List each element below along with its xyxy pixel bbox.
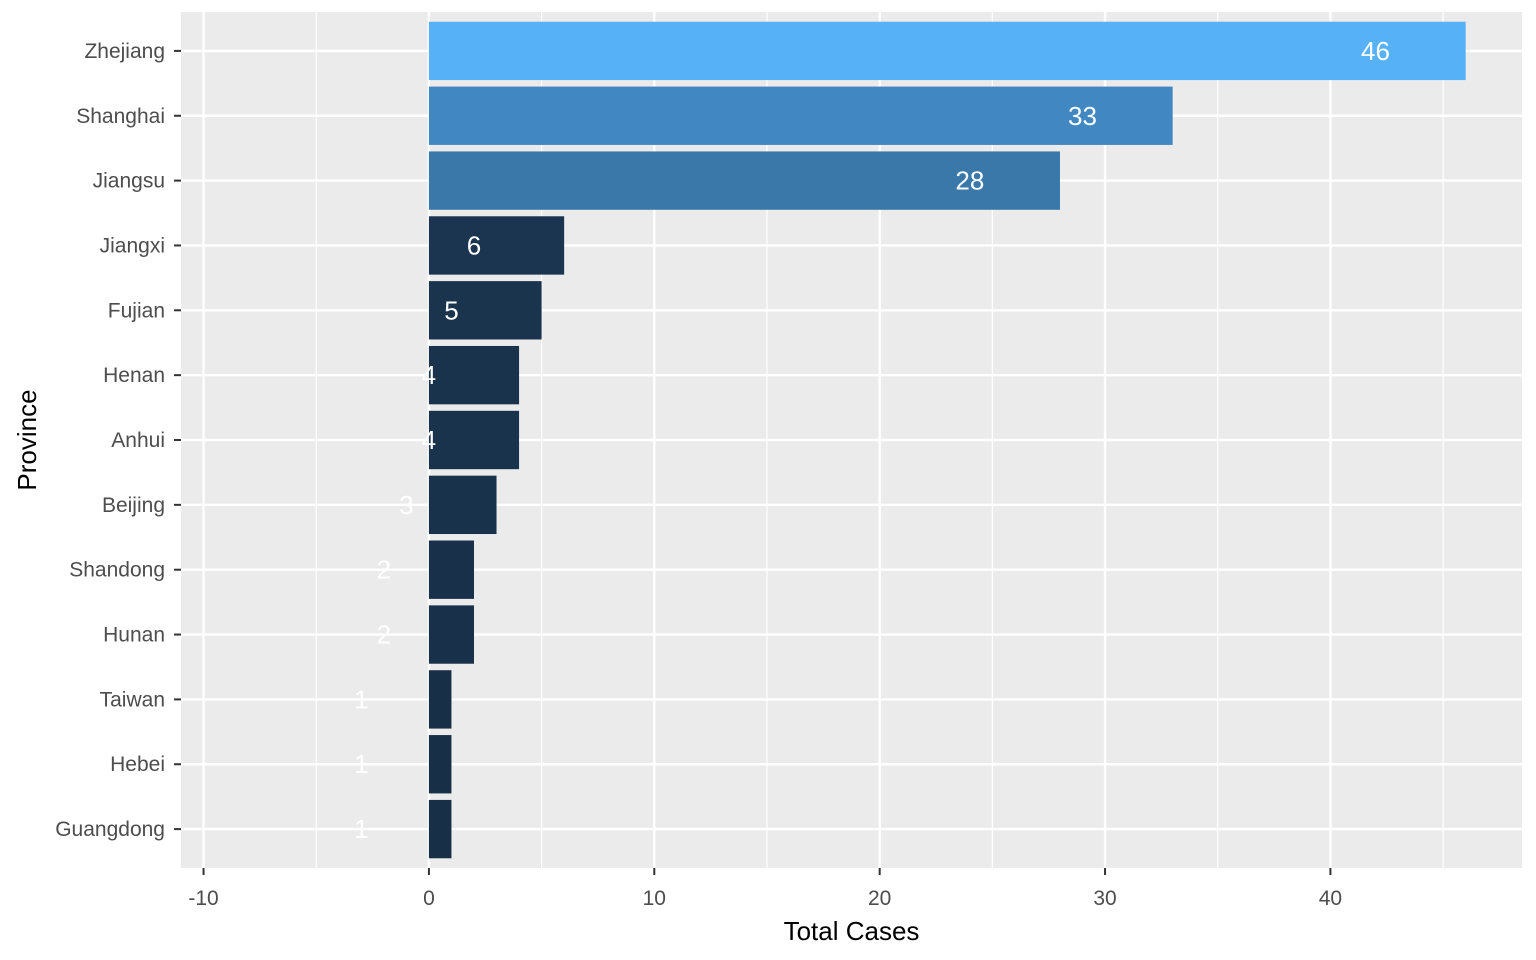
bar-hunan — [428, 605, 474, 664]
y-tick-label: Zhejiang — [84, 40, 165, 63]
x-tick-label: 10 — [643, 887, 666, 910]
x-tick-label: 30 — [1093, 887, 1116, 910]
bar-value-labels: 46 33 28 6 5 4 4 3 2 2 1 1 1 — [354, 36, 1390, 844]
y-tick-label: Hunan — [103, 624, 165, 647]
y-tick-label: Jiangsu — [93, 170, 165, 193]
bar-shanghai — [428, 86, 1173, 145]
bar-value-label: 4 — [422, 360, 436, 390]
y-tick-label: Hebei — [110, 753, 165, 776]
bar-shandong — [428, 540, 474, 599]
bar-zhejiang — [428, 21, 1466, 81]
bar-henan — [428, 345, 520, 405]
bar-value-label: 6 — [467, 230, 481, 260]
bar-anhui — [428, 410, 520, 470]
x-tick-label: 0 — [423, 887, 435, 910]
y-tick-label: Anhui — [111, 429, 165, 452]
y-axis: Zhejiang Shanghai Jiangsu Jiangxi Fujian Hena… — [55, 40, 181, 841]
y-axis-title: Province — [12, 389, 42, 490]
y-tick-label: Henan — [103, 364, 165, 387]
bar-value-label: 28 — [955, 166, 984, 196]
bar-hebei — [428, 735, 452, 794]
bar-value-label: 2 — [377, 555, 391, 585]
bar-value-label: 4 — [422, 425, 436, 455]
x-axis: -10 0 10 20 30 40 — [188, 868, 1342, 910]
y-tick-label: Jiangxi — [100, 234, 165, 257]
x-tick-label: -10 — [188, 887, 218, 910]
bar-beijing — [428, 475, 497, 535]
x-tick-label: 20 — [868, 887, 891, 910]
y-tick-label: Taiwan — [100, 688, 165, 711]
bar-fujian — [428, 281, 542, 340]
y-tick-label: Shanghai — [76, 105, 165, 128]
y-tick-label: Fujian — [108, 299, 165, 322]
bar-value-label: 1 — [354, 684, 368, 714]
bar-value-label: 5 — [444, 295, 458, 325]
x-tick-label: 40 — [1319, 887, 1342, 910]
y-tick-label: Shandong — [69, 559, 165, 582]
bar-jiangxi — [428, 216, 565, 275]
bar-value-label: 1 — [354, 749, 368, 779]
bar-taiwan — [428, 670, 452, 729]
y-tick-label: Beijing — [102, 494, 165, 517]
x-axis-title: Total Cases — [784, 916, 920, 946]
bar-value-label: 2 — [377, 620, 391, 650]
bar-value-label: 3 — [399, 490, 413, 520]
bar-value-label: 33 — [1068, 101, 1097, 131]
bar-value-label: 1 — [354, 814, 368, 844]
bars — [428, 21, 1466, 859]
y-tick-label: Guangdong — [55, 818, 165, 841]
bar-jiangsu — [428, 151, 1060, 210]
bar-guangdong — [428, 799, 452, 859]
bar-value-label: 46 — [1361, 36, 1390, 66]
